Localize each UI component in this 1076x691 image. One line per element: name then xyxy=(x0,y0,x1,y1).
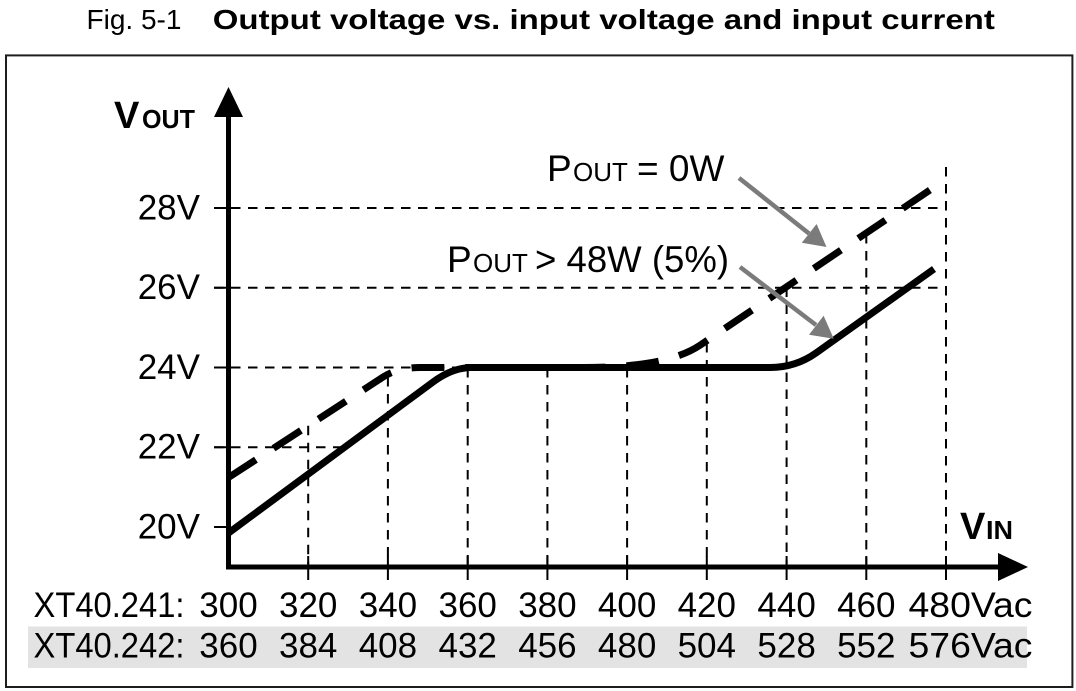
svg-text:OUT: OUT xyxy=(573,157,628,187)
svg-text:400: 400 xyxy=(598,586,656,625)
svg-text:360: 360 xyxy=(438,586,496,625)
svg-text:480Vac: 480Vac xyxy=(909,586,1033,625)
svg-text:320: 320 xyxy=(279,586,337,625)
svg-text:408: 408 xyxy=(359,626,417,665)
svg-text:OUT: OUT xyxy=(142,104,195,134)
svg-text:XT40.241:: XT40.241: xyxy=(34,586,185,625)
svg-text:26V: 26V xyxy=(138,268,201,307)
svg-text:= 0W: = 0W xyxy=(637,148,724,189)
svg-text:460: 460 xyxy=(837,586,895,625)
svg-text:28V: 28V xyxy=(138,188,201,227)
svg-text:20V: 20V xyxy=(138,507,201,546)
svg-text:384: 384 xyxy=(279,626,337,665)
svg-text:V: V xyxy=(960,506,986,548)
svg-text:22V: 22V xyxy=(138,428,201,467)
svg-text:340: 340 xyxy=(359,586,417,625)
svg-text:P: P xyxy=(547,148,572,189)
svg-text:504: 504 xyxy=(678,626,736,665)
svg-text:OUT: OUT xyxy=(473,248,528,278)
svg-text:440: 440 xyxy=(757,586,815,625)
svg-text:360: 360 xyxy=(199,626,257,665)
svg-text:Fig. 5-1: Fig. 5-1 xyxy=(87,4,182,35)
svg-text:380: 380 xyxy=(518,586,576,625)
svg-text:300: 300 xyxy=(199,586,257,625)
svg-text:552: 552 xyxy=(837,626,895,665)
svg-text:24V: 24V xyxy=(138,348,201,387)
svg-text:V: V xyxy=(114,95,140,137)
svg-text:480: 480 xyxy=(598,626,656,665)
svg-text:420: 420 xyxy=(678,586,736,625)
svg-text:P: P xyxy=(447,239,472,280)
svg-text:IN: IN xyxy=(986,515,1013,545)
svg-text:432: 432 xyxy=(438,626,496,665)
svg-text:> 48W (5%): > 48W (5%) xyxy=(535,239,729,280)
svg-text:528: 528 xyxy=(757,626,815,665)
svg-text:Output voltage vs. input volta: Output voltage vs. input voltage and inp… xyxy=(213,4,995,35)
svg-text:456: 456 xyxy=(518,626,576,665)
svg-text:576Vac: 576Vac xyxy=(909,626,1033,665)
svg-text:XT40.242:: XT40.242: xyxy=(34,626,185,665)
